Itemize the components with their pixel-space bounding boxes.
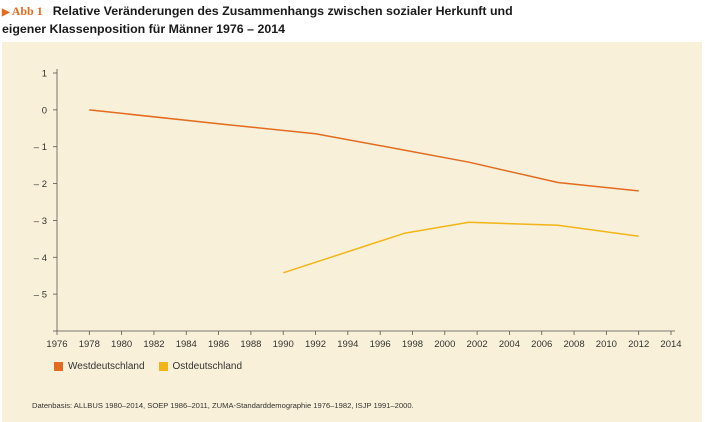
x-tick-label: 2000 (434, 339, 455, 350)
chart-panel (2, 42, 702, 422)
x-tick-label: 1998 (402, 339, 423, 350)
y-tick-label: – 1 (34, 142, 47, 153)
triangle-marker-icon: ▶ (2, 7, 10, 18)
x-tick-label: 2010 (596, 339, 617, 350)
data-source-note: Datenbasis: ALLBUS 1980–2014, SOEP 1986–… (32, 401, 414, 410)
x-tick-label: 2012 (628, 339, 649, 350)
x-tick-label: 1994 (337, 339, 358, 350)
y-tick-label: 0 (42, 105, 47, 116)
x-tick-label: 2006 (531, 339, 552, 350)
legend-swatch-west (54, 362, 63, 371)
x-tick-label: 1988 (240, 339, 261, 350)
x-tick-label: 2014 (660, 339, 681, 350)
series-line-1 (282, 221, 639, 274)
x-tick-label: 1992 (305, 339, 326, 350)
x-tick-label: 1976 (46, 339, 67, 350)
y-tick-label: – 4 (34, 253, 47, 264)
x-tick-label: 2002 (467, 339, 488, 350)
x-tick-label: 1980 (111, 339, 132, 350)
x-tick-label: 1986 (208, 339, 229, 350)
figure-title-line-1: ▶ Abb 1 Relative Veränderungen des Zusamme… (2, 3, 702, 21)
figure-title-line-2: eigener Klassenposition für Männer 1976 … (2, 22, 286, 36)
figure-header: ▶ Abb 1 Relative Veränderungen des Zusamme… (2, 3, 702, 38)
legend-label-west: Westdeutschland (68, 361, 145, 372)
legend-swatch-east (158, 362, 168, 371)
y-tick-label: 1 (42, 69, 47, 80)
figure-title-text-1: Relative Veränderungen des Zusammenhangs… (52, 4, 513, 18)
x-tick-label: 1982 (143, 339, 164, 350)
legend-item-west: Westdeutschland (54, 361, 145, 372)
y-tick-label: – 5 (34, 290, 47, 301)
chart-legend: Westdeutschland Ostdeutschland (54, 361, 242, 372)
x-tick-label: 1996 (370, 339, 391, 350)
x-tick-label: 1984 (176, 339, 197, 350)
y-tick-label: – 3 (34, 216, 47, 227)
x-tick-label: 2008 (563, 339, 584, 350)
x-tick-label: 1978 (79, 339, 100, 350)
x-tick-label: 1990 (273, 339, 294, 350)
legend-label-east: Ostdeutschland (172, 361, 243, 372)
legend-item-east: Ostdeutschland (158, 361, 243, 372)
series-line-0 (89, 109, 639, 192)
x-tick-label: 2004 (499, 339, 520, 350)
figure-label: Abb 1 (11, 4, 43, 18)
y-tick-label: – 2 (34, 179, 47, 190)
